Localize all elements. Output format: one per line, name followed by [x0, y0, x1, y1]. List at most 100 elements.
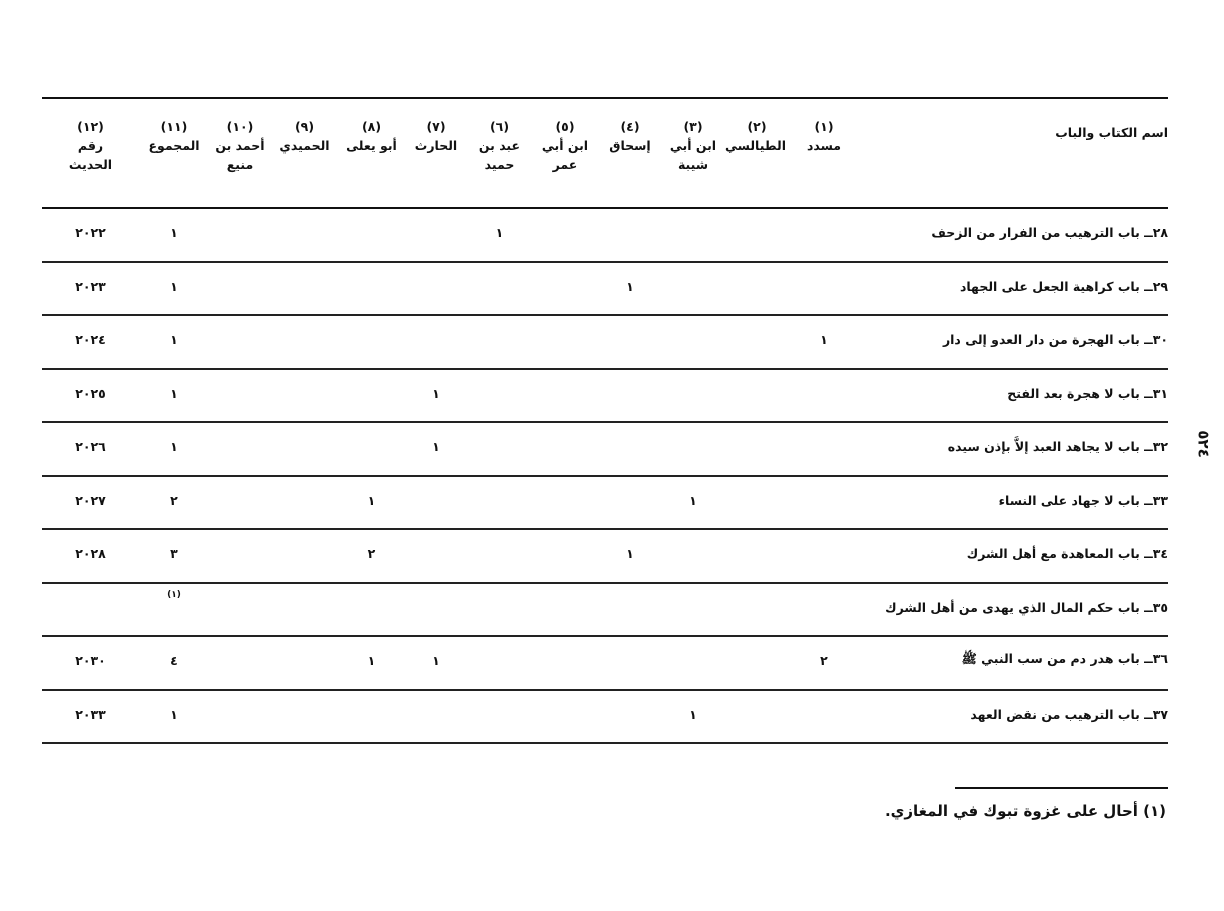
count-cell [662, 208, 724, 262]
count-cell: ١ [170, 385, 178, 401]
count-cell: ١ [170, 332, 178, 348]
column-label: المجموع [148, 138, 200, 153]
column-header-name: اسم الكتاب والباب [858, 98, 1168, 208]
count-cell [724, 583, 790, 637]
column-header: (١٠) أحمد بن منيع [209, 98, 271, 208]
count-cell [405, 583, 467, 637]
count-cell [271, 690, 338, 744]
count-cell [724, 315, 790, 369]
column-number: (٥) [555, 119, 575, 134]
count-cell: ١ [689, 706, 697, 722]
count-cell [467, 636, 532, 690]
count-cell [790, 369, 858, 423]
count-cell [662, 422, 724, 476]
table-row: ٣٠ــ باب الهجرة من دار العدو إلى دار ١ ١ ٢٠… [42, 315, 1168, 369]
count-cell [662, 315, 724, 369]
chapter-title: ٣٢ــ باب لا يجاهد العبد إلاَّ بإذن سيده [947, 439, 1168, 455]
count-cell [42, 583, 139, 637]
count-cell [532, 690, 598, 744]
count-cell: ٢ [820, 653, 828, 669]
count-cell: ٢٠٢٤ [75, 332, 106, 348]
count-cell: ١ [689, 492, 697, 508]
column-header: (٦) عبد بن حميد [467, 98, 532, 208]
column-number: (٣) [683, 119, 703, 134]
count-cell: ١ [170, 706, 178, 722]
count-cell: ٢٠٢٨ [75, 546, 106, 562]
chapter-title: ٣٥ــ باب حكم المال الذي يهدى من أهل الشر… [885, 599, 1168, 615]
count-cell: ٤ [170, 653, 178, 669]
table-header-row: اسم الكتاب والباب (١) مسدد (٢) الطيالسي (٣) اب… [42, 98, 1168, 208]
count-cell [662, 529, 724, 583]
column-label: اسم الكتاب والباب [1055, 125, 1168, 140]
count-cell [209, 315, 271, 369]
count-cell [271, 636, 338, 690]
count-cell: (١) [139, 583, 209, 637]
column-header: (١١) المجموع [139, 98, 209, 208]
count-cell [209, 476, 271, 530]
count-cell [338, 583, 405, 637]
count-cell [532, 315, 598, 369]
count-cell: ١ [495, 225, 504, 241]
count-cell [338, 208, 405, 262]
count-cell [532, 476, 598, 530]
table-row: ٣٣ــ باب لا جهاد على النساء ١ ١ ٢ ٢٠٢٧ [42, 476, 1168, 530]
count-cell: ١ [170, 278, 178, 294]
count-cell [271, 208, 338, 262]
table-row: ٣١ــ باب لا هجرة بعد الفتح ١ ١ ٢٠٢٥ [42, 369, 1168, 423]
count-cell [790, 262, 858, 316]
count-cell [724, 690, 790, 744]
count-cell [338, 690, 405, 744]
count-cell: ٢٠٢٥ [75, 385, 106, 401]
footnote-marker: (١) [167, 589, 181, 600]
count-cell [598, 208, 662, 262]
chapter-title: ٢٨ــ باب الترهيب من الفرار من الزحف [931, 225, 1168, 241]
count-cell [790, 208, 858, 262]
count-cell [271, 262, 338, 316]
column-header: (٣) ابن أبي شيبة [662, 98, 724, 208]
count-cell: ١ [820, 332, 828, 348]
count-cell [532, 262, 598, 316]
page-number: ٥٢٤ [1194, 430, 1213, 458]
count-cell: ١ [432, 653, 440, 669]
count-cell [467, 529, 532, 583]
count-cell [405, 208, 467, 262]
table-row: ٣٤ــ باب المعاهدة مع أهل الشرك ١ ٢ ٣ ٢٠٢٨ [42, 529, 1168, 583]
column-header: (١) مسدد [790, 98, 858, 208]
count-cell [598, 422, 662, 476]
table-row: ٣٧ــ باب الترهيب من نقض العهد ١ ١ ٢٠٣٣ [42, 690, 1168, 744]
column-label: الطيالسي [724, 138, 786, 153]
count-cell [532, 529, 598, 583]
count-cell [598, 690, 662, 744]
chapter-title: ٣٦ــ باب هدر دم من سب النبي ﷺ [961, 651, 1168, 667]
count-cell [209, 208, 271, 262]
count-cell [532, 636, 598, 690]
count-cell [271, 583, 338, 637]
column-label: مسدد [806, 138, 842, 153]
count-cell [532, 369, 598, 423]
count-cell [598, 583, 662, 637]
count-cell [662, 262, 724, 316]
count-cell [467, 583, 532, 637]
chapter-title: ٣٠ــ باب الهجرة من دار العدو إلى دار [942, 332, 1168, 348]
count-cell: ١ [367, 492, 376, 508]
count-cell [662, 583, 724, 637]
count-cell [724, 369, 790, 423]
footnote-divider [955, 787, 1168, 789]
count-cell [724, 476, 790, 530]
table-row: ٢٨ــ باب الترهيب من الفرار من الزحف ١ ١ ٢٠٢… [42, 208, 1168, 262]
table-row: ٣٢ــ باب لا يجاهد العبد إلاَّ بإذن سيده ١… [42, 422, 1168, 476]
count-cell: ١ [626, 278, 634, 294]
column-number: (٨) [361, 119, 382, 134]
count-cell [724, 262, 790, 316]
column-label: الحارث [414, 138, 458, 153]
table-row: ٢٩ــ باب كراهية الجعل على الجهاد ١ ١ ٢٠٢٣ [42, 262, 1168, 316]
count-cell: ٣ [170, 546, 178, 562]
count-cell: ٢٠٣٣ [75, 706, 106, 722]
count-cell [405, 262, 467, 316]
count-cell [724, 529, 790, 583]
count-cell [598, 636, 662, 690]
count-cell [271, 529, 338, 583]
chapter-title: ٣٤ــ باب المعاهدة مع أهل الشرك [966, 546, 1168, 562]
column-number: (٤) [620, 119, 640, 134]
column-label: ابن أبي عمر [541, 138, 589, 172]
